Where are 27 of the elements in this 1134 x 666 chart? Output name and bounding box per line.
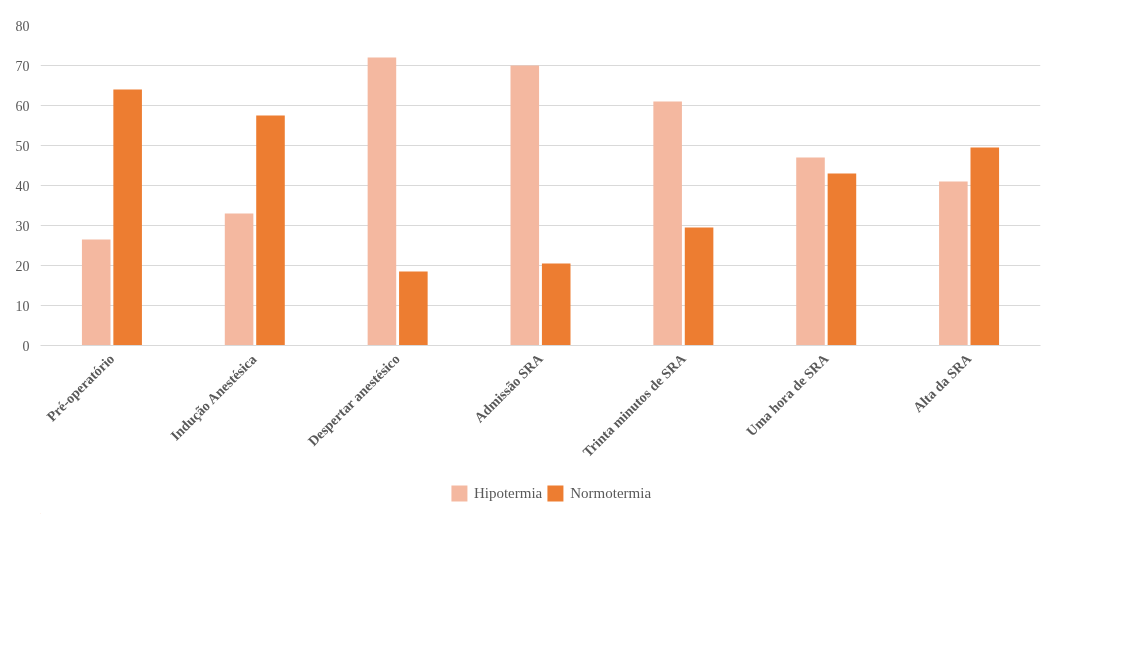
bar — [541, 263, 571, 346]
bar — [510, 65, 540, 346]
y-tick-label: 80 — [15, 18, 30, 34]
bar — [256, 115, 285, 346]
y-tick-label: 0 — [22, 338, 30, 354]
y-tick-label: 50 — [15, 138, 30, 154]
y-tick-label: 30 — [15, 218, 30, 234]
bar — [367, 57, 397, 346]
y-tick-label: 10 — [15, 298, 30, 314]
x-tick-label: Alta da SRA — [910, 350, 975, 416]
x-tick-label: Uma hora de SRA — [743, 350, 833, 440]
legend-label: Hipotermia — [473, 484, 543, 502]
y-tick-label: 40 — [15, 178, 30, 194]
bar — [796, 157, 825, 346]
bar — [224, 213, 254, 346]
y-tick-label: 70 — [15, 58, 30, 74]
bar — [81, 239, 111, 346]
bar — [684, 227, 714, 346]
legend-label: Normotermia — [570, 484, 652, 502]
bar — [653, 101, 682, 346]
bar — [827, 173, 857, 346]
y-tick-label: 20 — [15, 258, 30, 274]
bar — [399, 271, 428, 346]
bar — [970, 147, 1000, 346]
bar — [939, 181, 968, 346]
bar — [113, 89, 142, 346]
y-tick-label: 60 — [15, 98, 30, 114]
